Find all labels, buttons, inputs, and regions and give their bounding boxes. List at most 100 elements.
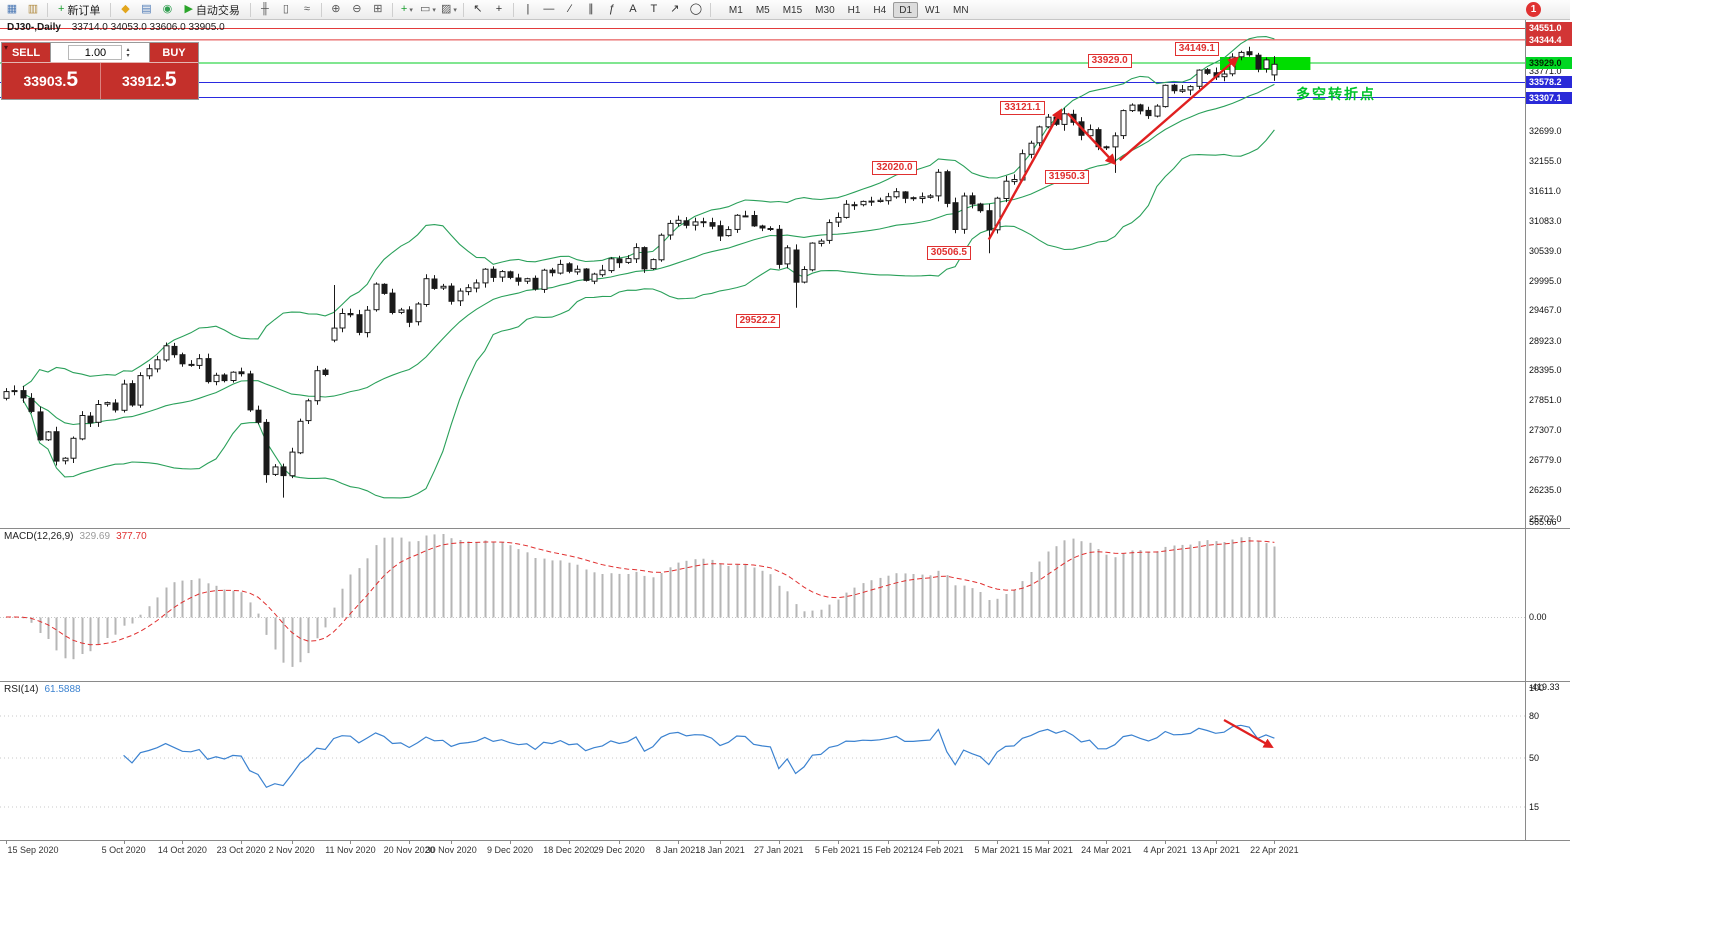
chevron-down-icon: ▾: [453, 6, 457, 14]
date-axis-tick: [1048, 840, 1049, 844]
trendline-button[interactable]: ∕: [560, 1, 580, 19]
fibonacci-button[interactable]: ƒ: [602, 1, 622, 19]
autotrading-button-label: 自动交易: [195, 4, 240, 17]
new-chart-button[interactable]: ▦: [2, 1, 22, 19]
fibonacci-icon: ƒ: [608, 3, 615, 15]
timeframe-h4-button[interactable]: H4: [873, 4, 887, 16]
price-annotation[interactable]: 29522.2: [735, 313, 780, 328]
symbol-period-label: DJ30-,Daily: [7, 22, 61, 33]
arrow-tool-button[interactable]: ↗: [665, 1, 685, 19]
rsi-value: 61.5888: [44, 684, 81, 695]
horizontal-line-button[interactable]: ―: [539, 1, 559, 19]
label-button[interactable]: T: [644, 1, 664, 19]
cursor-icon: ↖: [473, 3, 483, 15]
date-axis-tick: [888, 840, 889, 844]
date-axis-label: 24 Feb 2021: [913, 845, 964, 855]
macd-signal-line: [6, 540, 1275, 646]
tile-windows-icon: ⊞: [373, 3, 383, 15]
date-axis-label: 15 Sep 2020: [7, 845, 59, 855]
crosshair-icon: +: [495, 3, 503, 15]
buy-button[interactable]: BUY: [150, 43, 198, 62]
bar-chart-icon: ╫: [261, 3, 269, 15]
profiles-button[interactable]: ▥: [23, 1, 43, 19]
crosshair-button[interactable]: +: [489, 1, 509, 19]
timeframe-w1-button[interactable]: W1: [925, 4, 941, 16]
buy-price-main: 33912.: [121, 73, 165, 89]
price-annotation[interactable]: 33121.1: [1000, 100, 1045, 115]
buy-price-button[interactable]: 33912. 5: [100, 63, 198, 99]
price-scale-tick: 29995.0: [1529, 276, 1562, 287]
price-annotation[interactable]: 33929.0: [1087, 54, 1132, 68]
sell-button[interactable]: SELL: [2, 43, 50, 62]
macd-panel-divider[interactable]: [0, 528, 1570, 529]
timeframe-mn-button[interactable]: MN: [953, 4, 969, 16]
macd-panel-canvas[interactable]: [0, 528, 1570, 681]
candlesticks: [3, 46, 1278, 498]
price-annotation[interactable]: 32020.0: [872, 161, 917, 176]
rsi-panel-divider[interactable]: [0, 681, 1570, 682]
rsi-down-arrow[interactable]: [1223, 719, 1274, 748]
shapes-button[interactable]: ◯: [686, 1, 706, 19]
toolbar-separator: [512, 2, 514, 17]
date-axis-tick: [1106, 840, 1107, 844]
new-order-button[interactable]: + 新订单: [52, 1, 106, 19]
price-annotation[interactable]: 31950.3: [1044, 169, 1089, 184]
notification-badge[interactable]: 1: [1526, 2, 1541, 17]
line-chart-button[interactable]: ≈: [297, 1, 317, 19]
rsi-panel-canvas[interactable]: [0, 681, 1570, 840]
candlestick-chart-button[interactable]: ▯: [276, 1, 296, 19]
date-axis-tick: [838, 840, 839, 844]
main-chart-canvas[interactable]: [0, 20, 1570, 528]
bollinger-bands: [22, 36, 1275, 499]
metaeditor-button[interactable]: ◆: [115, 1, 135, 19]
date-axis-label: 15 Feb 2021: [862, 845, 914, 855]
price-level-badge: 33929.0: [1526, 57, 1572, 69]
date-axis-label: 15 Mar 2021: [1022, 845, 1073, 855]
date-axis-label: 9 Dec 2020: [486, 845, 534, 855]
lot-increase-button[interactable]: ▴: [126, 46, 130, 53]
timeframe-h1-button[interactable]: H1: [847, 4, 861, 16]
ohlc-values: 33714.0 34053.0 33606.0 33905.0: [71, 22, 225, 33]
rsi-scale-label: 80: [1529, 710, 1540, 721]
date-axis-label: 4 Apr 2021: [1143, 845, 1187, 855]
timeframe-m5-button[interactable]: M5: [755, 4, 770, 16]
date-axis-tick: [6, 840, 7, 844]
macd-histogram: [5, 534, 1276, 667]
indicators-button[interactable]: + ▾: [397, 1, 417, 19]
zoom-in-button[interactable]: ⊕: [326, 1, 346, 19]
collapse-trade-panel-icon[interactable]: ▾: [4, 43, 9, 52]
rsi-name: RSI(14): [4, 684, 39, 695]
trend-arrows[interactable]: [987, 56, 1240, 241]
date-axis-tick: [182, 840, 183, 844]
text-button[interactable]: A: [623, 1, 643, 19]
timeframe-d1-button[interactable]: D1: [893, 1, 919, 18]
timeframe-m30-button[interactable]: M30: [815, 4, 835, 16]
horizontal-level-lines[interactable]: [0, 27, 1525, 99]
tile-windows-button[interactable]: ⊞: [368, 1, 388, 19]
pivot-annotation-label[interactable]: 多空转折点: [1296, 86, 1376, 102]
channel-button[interactable]: ∥: [581, 1, 601, 19]
price-annotation[interactable]: 30506.5: [926, 246, 971, 261]
bar-chart-button[interactable]: ╫: [255, 1, 275, 19]
date-axis-divider: [0, 840, 1570, 841]
objects-list-button[interactable]: ▭ ▾: [418, 1, 438, 19]
terminal-icon: ▤: [141, 3, 152, 15]
price-annotation[interactable]: 34149.1: [1174, 41, 1219, 56]
price-scale-border: [1525, 20, 1526, 840]
zoom-out-button[interactable]: ⊖: [347, 1, 367, 19]
templates-button[interactable]: ▨ ▾: [439, 1, 459, 19]
autotrading-button[interactable]: ▶ 自动交易: [178, 1, 245, 19]
lot-decrease-button[interactable]: ▾: [126, 52, 130, 59]
macd-name: MACD(12,26,9): [4, 531, 74, 542]
cursor-button[interactable]: ↖: [468, 1, 488, 19]
timeframe-m15-button[interactable]: M15: [782, 4, 803, 16]
macd-scale-label: 0.00: [1529, 611, 1547, 622]
terminal-button[interactable]: ▤: [136, 1, 156, 19]
lot-size-input[interactable]: [68, 45, 123, 60]
timeframe-m1-button[interactable]: M1: [728, 4, 743, 16]
sell-price-button[interactable]: 33903. 5: [2, 63, 101, 99]
community-button[interactable]: ◉: [157, 1, 177, 19]
price-scale-tick: 26235.0: [1529, 484, 1562, 495]
toolbar-separator: [320, 2, 322, 17]
vertical-line-button[interactable]: |: [518, 1, 538, 19]
